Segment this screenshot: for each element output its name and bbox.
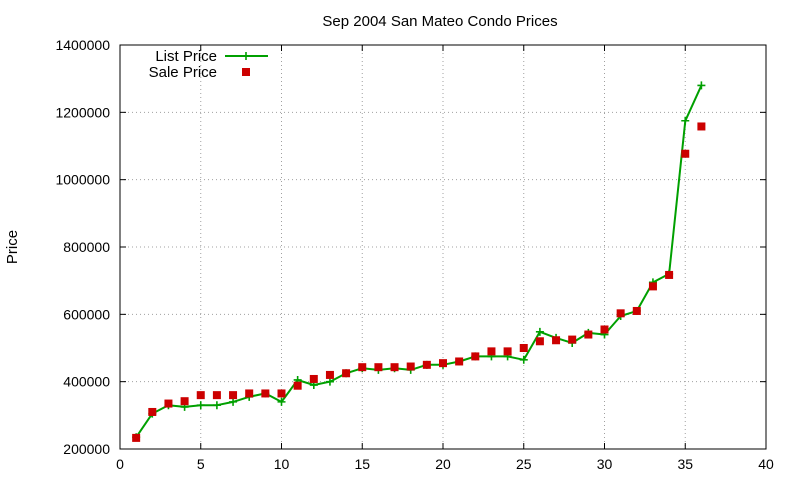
sale-price-point xyxy=(439,359,447,368)
sale-price-point xyxy=(422,360,431,369)
sale-price-point xyxy=(277,389,286,398)
y-tick-label: 1400000 xyxy=(55,37,110,53)
list-price-point xyxy=(196,401,205,410)
series-list-price xyxy=(132,81,706,442)
x-tick-label: 0 xyxy=(116,456,124,472)
sale-price-point xyxy=(293,381,302,390)
sale-price-point xyxy=(471,352,480,361)
y-axis-label: Price xyxy=(4,230,21,264)
chart-title: Sep 2004 San Mateo Condo Prices xyxy=(322,13,557,30)
sale-price-point xyxy=(455,357,464,366)
y-tick-label: 1000000 xyxy=(55,172,110,188)
sale-price-point xyxy=(487,347,496,356)
sale-price-point xyxy=(212,391,221,400)
grid-lines xyxy=(120,45,766,449)
sale-price-point xyxy=(648,282,657,291)
sale-price-point xyxy=(600,325,609,334)
legend-symbol-list-price xyxy=(225,52,268,60)
y-tick-label: 800000 xyxy=(63,239,110,255)
sale-price-point xyxy=(148,407,157,416)
list-price-point xyxy=(212,401,221,410)
sale-price-point xyxy=(665,270,674,279)
sale-price-point xyxy=(406,362,415,371)
x-tick-label: 5 xyxy=(197,456,205,472)
sale-price-point xyxy=(519,344,528,352)
legend-marker-sale-price xyxy=(242,68,250,76)
list-price-point xyxy=(535,327,544,336)
sale-price-point xyxy=(535,337,544,346)
axis-ticks xyxy=(119,44,767,450)
list-price-point xyxy=(681,116,690,125)
x-tick-label: 10 xyxy=(274,456,290,472)
legend-symbol-sale-price xyxy=(242,68,250,76)
legend-label-sale-price: Sale Price xyxy=(149,64,217,81)
series-sale-price xyxy=(132,122,706,442)
sale-price-point xyxy=(342,369,351,378)
sale-price-point xyxy=(180,397,189,406)
x-tick-label: 40 xyxy=(758,456,774,472)
legend: List Price Sale Price xyxy=(149,48,268,81)
sale-price-point xyxy=(568,335,577,344)
list-price-point xyxy=(229,397,238,406)
x-tick-labels: 0 5 10 15 20 25 30 35 40 xyxy=(116,456,774,472)
y-tick-label: 200000 xyxy=(63,441,110,457)
x-tick-label: 35 xyxy=(677,456,693,472)
sale-price-point xyxy=(309,374,318,383)
legend-label-list-price: List Price xyxy=(155,48,217,65)
sale-price-point xyxy=(584,330,593,339)
legend-marker-list-price xyxy=(242,52,250,60)
list-price-point xyxy=(697,81,706,90)
x-tick-label: 30 xyxy=(597,456,613,472)
sale-price-point xyxy=(164,399,173,408)
x-tick-label: 20 xyxy=(435,456,451,472)
sale-price-point xyxy=(358,363,367,372)
y-tick-label: 400000 xyxy=(63,374,110,390)
sale-price-point xyxy=(552,336,561,345)
y-tick-label: 600000 xyxy=(63,306,110,322)
x-tick-label: 15 xyxy=(354,456,370,472)
sale-price-point xyxy=(196,391,205,400)
list-price-point xyxy=(277,397,286,406)
sale-price-point xyxy=(632,306,641,315)
sale-price-point xyxy=(261,389,270,398)
x-tick-label: 25 xyxy=(516,456,532,472)
sale-price-point xyxy=(616,309,625,318)
sale-price-point xyxy=(503,347,512,356)
sale-price-point xyxy=(390,363,399,372)
sale-price-point xyxy=(325,370,334,379)
sale-price-point xyxy=(229,391,238,400)
sale-price-point xyxy=(245,389,254,398)
list-price-line xyxy=(135,84,703,438)
list-price-point xyxy=(519,355,528,364)
y-tick-label: 1200000 xyxy=(55,104,110,120)
sale-price-point xyxy=(374,363,383,372)
sale-price-point xyxy=(697,122,706,131)
sale-price-point xyxy=(132,433,141,442)
y-tick-labels: 200000 400000 600000 800000 1000000 1200000 14… xyxy=(55,37,110,457)
list-price-point xyxy=(325,377,334,386)
sale-price-point xyxy=(681,149,690,158)
